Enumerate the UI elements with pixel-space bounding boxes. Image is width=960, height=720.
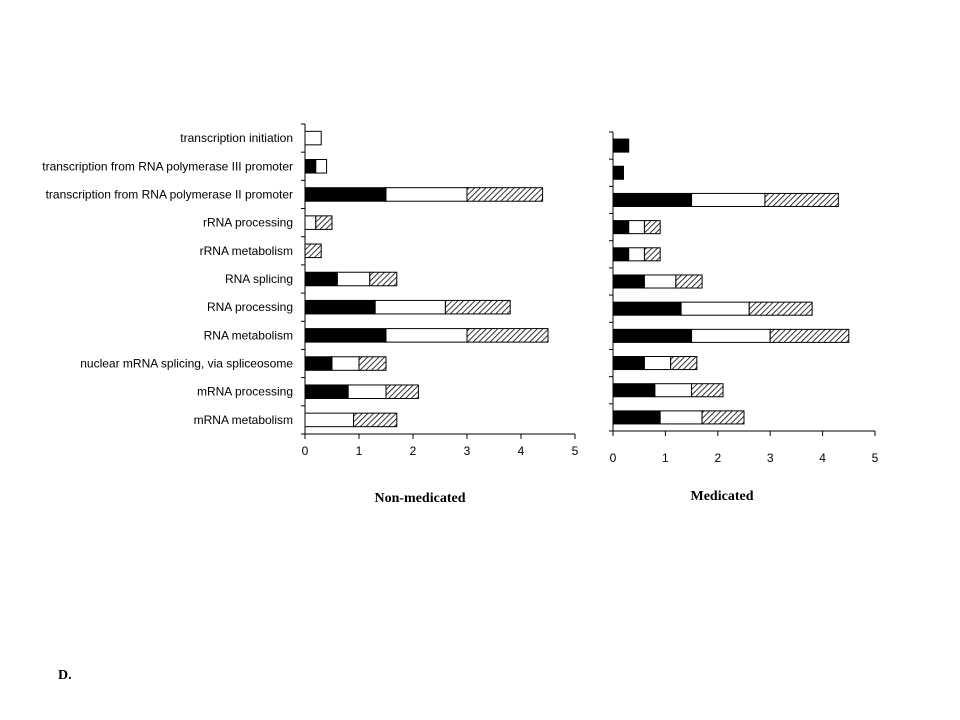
category-label: nuclear mRNA splicing, via spliceosome	[80, 357, 293, 371]
bar-segment-open	[691, 192, 766, 207]
category-label: mRNA processing	[197, 385, 293, 399]
bar-segment-hatched	[385, 384, 419, 399]
chart-medicated: 0 1 2 3 4 5 Medicated	[609, 131, 879, 504]
bar-segment-solid	[304, 271, 338, 287]
bar-segment-solid	[612, 356, 645, 371]
x-tick-label: 1	[662, 451, 669, 465]
bar-segment-open	[304, 412, 355, 428]
bar-segment-solid	[612, 220, 630, 235]
bar-segment-solid	[304, 384, 349, 399]
bar-segment-hatched	[764, 192, 839, 207]
category-label: mRNA metabolism	[194, 413, 293, 427]
chart-title: Non-medicated	[375, 491, 466, 506]
category-label: rRNA metabolism	[200, 244, 293, 258]
x-tick-label: 2	[410, 444, 417, 458]
bar-segment-open	[628, 247, 645, 262]
bar-segment-hatched	[304, 243, 322, 259]
bar-segment-open	[347, 384, 387, 399]
x-tick-label: 3	[767, 451, 774, 465]
category-label: rRNA processing	[203, 216, 293, 230]
bar-segment-hatched	[643, 247, 661, 262]
bar-segment-open	[385, 328, 468, 343]
bar-segment-solid	[304, 159, 317, 174]
panel-letter: D.	[58, 668, 72, 683]
bar-segment-solid	[304, 299, 376, 315]
bar-segment-solid	[612, 274, 645, 289]
bar-segment-open	[315, 159, 328, 174]
bar-segment-hatched	[675, 274, 703, 289]
x-tick-label: 5	[872, 451, 879, 465]
bar-segment-hatched	[701, 410, 745, 425]
bar-segment-hatched	[444, 299, 511, 315]
bar-segment-open	[304, 130, 322, 146]
bar-segment-open	[304, 215, 317, 230]
category-label: transcription initiation	[180, 131, 293, 145]
bar-segment-hatched	[670, 356, 698, 371]
category-label: transcription from RNA polymerase III pr…	[42, 159, 293, 173]
bar-segment-hatched	[358, 356, 387, 371]
bar-segment-hatched	[369, 271, 398, 287]
bar-segment-solid	[612, 192, 693, 207]
bar-segment-solid	[304, 356, 333, 371]
category-label: transcription from RNA polymerase II pro…	[46, 187, 293, 201]
bar-segment-open	[659, 410, 703, 425]
x-tick-label: 0	[610, 451, 617, 465]
x-tick-label: 4	[819, 451, 826, 465]
bar-segment-solid	[612, 301, 682, 316]
bar-segment-hatched	[691, 383, 724, 398]
bar-segment-hatched	[466, 328, 549, 343]
bar-segment-solid	[612, 328, 693, 343]
bar-segment-hatched	[748, 301, 813, 316]
bar-segment-open	[628, 220, 645, 235]
category-label: RNA processing	[207, 300, 293, 314]
bar-segment-open	[331, 356, 360, 371]
x-tick-label: 2	[714, 451, 721, 465]
bar-segment-open	[336, 271, 371, 287]
bar-segment-open	[374, 299, 446, 315]
bar-segment-open	[643, 274, 677, 289]
bar-segment-open	[643, 356, 672, 371]
bar-segment-hatched	[466, 187, 544, 202]
bar-segment-hatched	[643, 220, 661, 235]
chart-non-medicated: 0 1 2 3 4 5 transcription initiation transcript…	[42, 123, 579, 506]
bar-segment-solid	[612, 138, 630, 153]
bar-segment-solid	[612, 247, 630, 262]
category-label: RNA metabolism	[204, 328, 293, 342]
bar-segment-hatched	[315, 215, 333, 230]
bar-segment-solid	[612, 165, 624, 180]
bar-segment-solid	[304, 187, 387, 202]
x-tick-label: 3	[464, 444, 471, 458]
bar-segment-hatched	[769, 328, 850, 343]
chart-title: Medicated	[691, 489, 754, 504]
bar-segment-open	[691, 328, 771, 343]
bar-segment-open	[680, 301, 750, 316]
x-tick-label: 4	[518, 444, 525, 458]
bar-segment-open	[385, 187, 468, 202]
bar-segment-solid	[612, 410, 661, 425]
bar-segment-solid	[612, 383, 656, 398]
bar-segment-hatched	[353, 412, 398, 428]
x-tick-label: 1	[356, 444, 363, 458]
bar-segment-solid	[304, 328, 387, 343]
bar-segment-open	[654, 383, 693, 398]
x-tick-label: 0	[302, 444, 309, 458]
x-tick-label: 5	[572, 444, 579, 458]
category-label: RNA splicing	[225, 272, 293, 286]
